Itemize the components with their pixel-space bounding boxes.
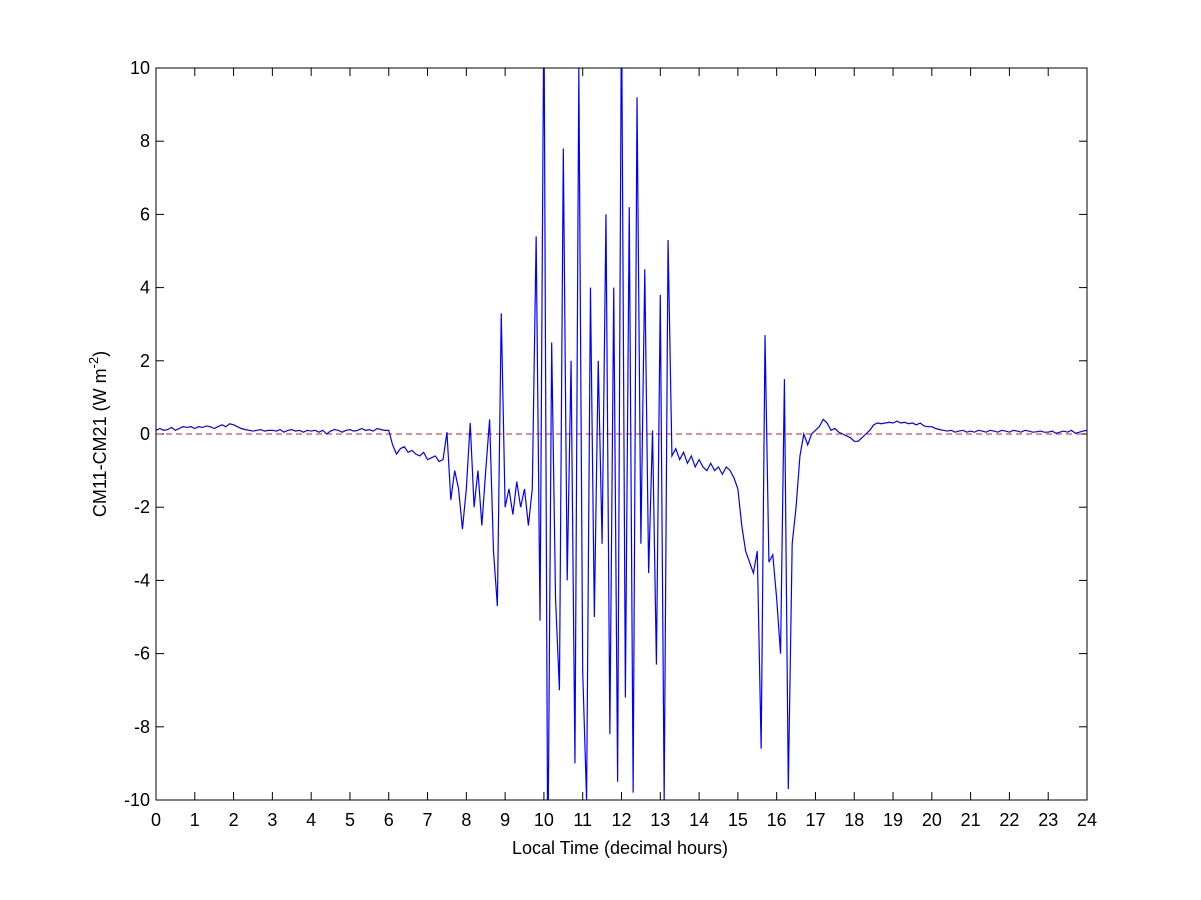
x-tick-label: 12 [611,810,631,830]
x-tick-label: 2 [229,810,239,830]
data-line [156,68,1087,800]
y-tick-label: 6 [140,204,150,224]
x-tick-label: 18 [844,810,864,830]
x-tick-label: 17 [805,810,825,830]
x-tick-label: 14 [689,810,709,830]
x-axis-label: Local Time (decimal hours) [512,838,728,858]
x-tick-label: 10 [534,810,554,830]
x-tick-label: 6 [384,810,394,830]
x-tick-label: 19 [883,810,903,830]
y-tick-label: -2 [134,497,150,517]
y-tick-label: 2 [140,351,150,371]
x-tick-label: 7 [423,810,433,830]
x-tick-label: 9 [500,810,510,830]
y-tick-label: 8 [140,131,150,151]
x-tick-label: 16 [767,810,787,830]
x-tick-label: 13 [650,810,670,830]
x-tick-label: 15 [728,810,748,830]
x-tick-label: 23 [1038,810,1058,830]
y-tick-label: -6 [134,644,150,664]
x-tick-label: 5 [345,810,355,830]
x-tick-label: 21 [961,810,981,830]
y-label-suffix: ) [90,351,110,357]
y-tick-label: 4 [140,278,150,298]
axes-box [155,67,1088,801]
x-tick-label: 11 [573,810,592,830]
x-tick-label: 20 [922,810,942,830]
x-tick-label: 8 [461,810,471,830]
x-tick-label: 4 [306,810,316,830]
x-tick-label: 1 [190,810,200,830]
y-tick-label: -8 [134,717,150,737]
y-axis-label: CM11-CM21 (W m-2) [86,351,110,517]
x-tick-label: 3 [267,810,277,830]
y-tick-label: 10 [130,58,150,78]
x-tick-label: 22 [999,810,1019,830]
y-label-superscript: -2 [86,357,101,369]
x-tick-label: 24 [1077,810,1097,830]
y-tick-label: -10 [124,790,150,810]
x-tick-label: 0 [151,810,161,830]
y-label-main: CM11-CM21 (W m [90,368,110,517]
y-tick-label: 0 [140,424,150,444]
y-tick-label: -4 [134,570,150,590]
